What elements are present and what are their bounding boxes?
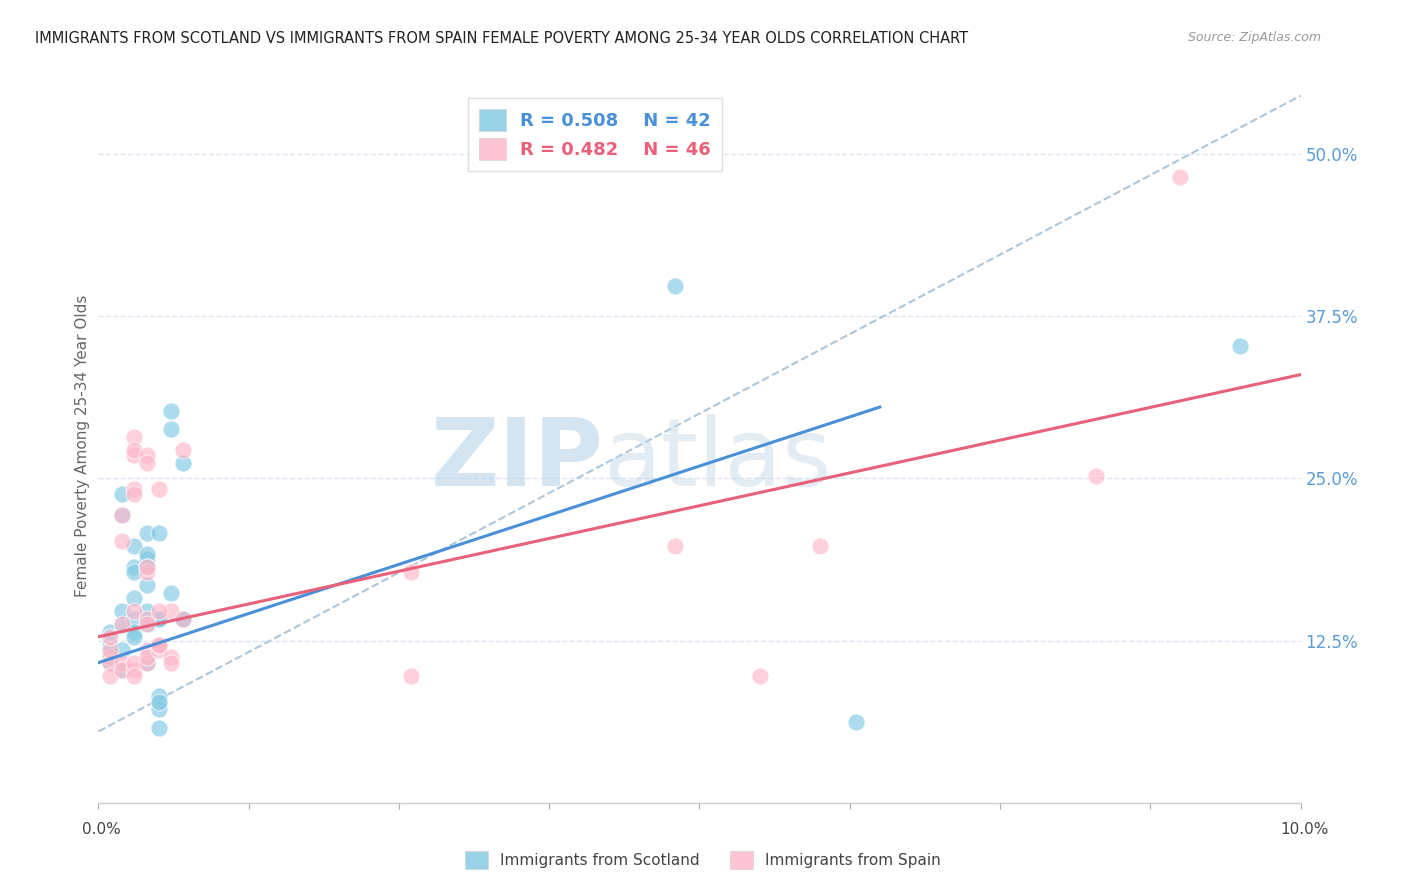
- Point: [135, 565, 157, 579]
- Point: [124, 539, 146, 553]
- Point: [111, 664, 134, 678]
- Point: [124, 668, 146, 682]
- Point: [111, 533, 134, 548]
- Point: [111, 604, 134, 618]
- Text: Source: ZipAtlas.com: Source: ZipAtlas.com: [1188, 31, 1322, 45]
- Point: [1085, 468, 1108, 483]
- Y-axis label: Female Poverty Among 25-34 Year Olds: Female Poverty Among 25-34 Year Olds: [75, 295, 90, 597]
- Point: [124, 442, 146, 457]
- Point: [1170, 170, 1192, 185]
- Point: [100, 656, 122, 670]
- Point: [148, 642, 170, 657]
- Point: [100, 642, 122, 657]
- Point: [148, 702, 170, 716]
- Point: [172, 611, 194, 625]
- Point: [148, 482, 170, 496]
- Point: [135, 656, 157, 670]
- Point: [135, 650, 157, 665]
- Point: [100, 624, 122, 639]
- Point: [399, 668, 422, 682]
- Point: [135, 616, 157, 631]
- Legend: R = 0.508    N = 42, R = 0.482    N = 46: R = 0.508 N = 42, R = 0.482 N = 46: [468, 98, 723, 171]
- Point: [100, 647, 122, 661]
- Point: [148, 695, 170, 709]
- Point: [124, 611, 146, 625]
- Text: IMMIGRANTS FROM SCOTLAND VS IMMIGRANTS FROM SPAIN FEMALE POVERTY AMONG 25-34 YEA: IMMIGRANTS FROM SCOTLAND VS IMMIGRANTS F…: [35, 31, 969, 46]
- Point: [100, 630, 122, 644]
- Point: [124, 624, 146, 639]
- Point: [135, 578, 157, 592]
- Point: [100, 668, 122, 682]
- Point: [124, 630, 146, 644]
- Point: [111, 656, 134, 670]
- Point: [148, 611, 170, 625]
- Point: [135, 525, 157, 540]
- Point: [159, 656, 181, 670]
- Point: [124, 656, 146, 670]
- Point: [100, 656, 122, 670]
- Point: [111, 642, 134, 657]
- Point: [159, 422, 181, 436]
- Point: [159, 585, 181, 599]
- Point: [135, 616, 157, 631]
- Point: [111, 616, 134, 631]
- Legend: Immigrants from Scotland, Immigrants from Spain: Immigrants from Scotland, Immigrants fro…: [458, 845, 948, 875]
- Point: [135, 642, 157, 657]
- Point: [159, 404, 181, 418]
- Point: [808, 539, 831, 553]
- Point: [172, 442, 194, 457]
- Point: [1229, 339, 1251, 353]
- Point: [100, 650, 122, 665]
- Point: [148, 525, 170, 540]
- Point: [124, 559, 146, 574]
- Text: 10.0%: 10.0%: [1281, 822, 1329, 837]
- Point: [172, 456, 194, 470]
- Point: [135, 611, 157, 625]
- Point: [135, 604, 157, 618]
- Point: [124, 482, 146, 496]
- Point: [664, 539, 686, 553]
- Point: [135, 448, 157, 462]
- Point: [111, 487, 134, 501]
- Point: [135, 559, 157, 574]
- Point: [845, 715, 868, 730]
- Point: [135, 547, 157, 561]
- Point: [135, 559, 157, 574]
- Text: atlas: atlas: [603, 414, 831, 507]
- Point: [148, 721, 170, 735]
- Point: [124, 591, 146, 605]
- Point: [159, 604, 181, 618]
- Point: [148, 690, 170, 704]
- Point: [135, 656, 157, 670]
- Point: [111, 508, 134, 522]
- Text: ZIP: ZIP: [430, 414, 603, 507]
- Point: [172, 611, 194, 625]
- Point: [135, 456, 157, 470]
- Point: [748, 668, 770, 682]
- Point: [111, 616, 134, 631]
- Point: [172, 611, 194, 625]
- Point: [135, 611, 157, 625]
- Point: [399, 565, 422, 579]
- Point: [124, 664, 146, 678]
- Point: [159, 650, 181, 665]
- Point: [148, 638, 170, 652]
- Point: [148, 638, 170, 652]
- Point: [148, 604, 170, 618]
- Point: [664, 279, 686, 293]
- Point: [111, 508, 134, 522]
- Point: [111, 664, 134, 678]
- Point: [100, 638, 122, 652]
- Point: [124, 604, 146, 618]
- Point: [148, 638, 170, 652]
- Point: [148, 611, 170, 625]
- Text: 0.0%: 0.0%: [82, 822, 121, 837]
- Point: [135, 552, 157, 566]
- Point: [124, 487, 146, 501]
- Point: [124, 430, 146, 444]
- Point: [124, 565, 146, 579]
- Point: [124, 448, 146, 462]
